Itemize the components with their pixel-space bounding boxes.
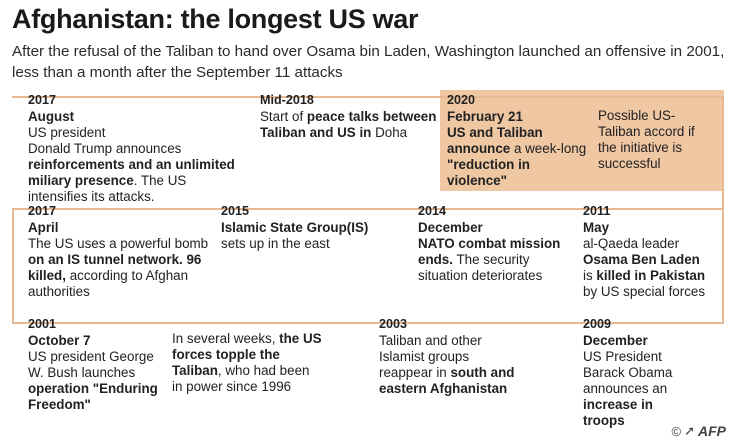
event-year: 2003 [379, 317, 408, 331]
event-text: Start of [260, 109, 307, 124]
event-year: 2001 [28, 317, 57, 331]
event-2001: 2001 October 7 US president George W. Bu… [28, 316, 163, 413]
afp-logo-icon: ➚ [684, 423, 695, 438]
timeline-line-right-lower [722, 96, 724, 324]
page-subtitle: After the refusal of the Taliban to hand… [12, 43, 725, 81]
event-text: The security situation deteriorates [418, 252, 543, 283]
afp-logo-text: AFP [698, 423, 726, 439]
event-heading: August [28, 109, 75, 124]
afp-credit: © ➚ AFP [672, 423, 727, 439]
timeline-line-left [12, 208, 14, 324]
event-heading: May [583, 220, 610, 235]
event-text: , who had been in power since 1996 [172, 363, 310, 394]
event-2017-august: 2017 August US president Donald Trump an… [28, 92, 243, 205]
event-2020: 2020 February 21 US and Taliban announce… [447, 92, 589, 189]
event-text: US president [28, 125, 106, 140]
event-2020-note: Possible US-Taliban accord if the initia… [598, 108, 695, 171]
event-2015: 2015 Islamic State Group(IS) sets up in … [221, 203, 401, 252]
event-text: In several weeks, [172, 331, 280, 346]
event-highlight: operation "Enduring Freedom" [28, 381, 158, 412]
event-heading: April [28, 220, 59, 235]
event-2001-note: In several weeks, the US forces topple t… [172, 331, 322, 395]
event-year: 2017 [28, 204, 57, 218]
event-heading: December [583, 333, 648, 348]
event-year: 2020 [447, 93, 476, 107]
event-text: Doha [371, 125, 408, 140]
event-text: by US special forces [583, 284, 706, 299]
event-2014: 2014 December NATO combat mission ends. … [418, 203, 563, 284]
event-year: 2011 [583, 204, 611, 218]
timeline-line-lower [12, 322, 724, 324]
event-text: US president George W. Bush launches [28, 349, 154, 380]
event-highlight: Osama Ben Laden [583, 252, 700, 267]
event-highlight: on an IS tunnel network. 96 killed, [28, 252, 202, 283]
event-2009: 2009 December US President Barack Obama … [583, 316, 688, 429]
event-highlight: killed in Pakistan [596, 268, 706, 283]
event-text: a week-long [510, 141, 587, 156]
event-highlight: peace talks between Taliban and US in [260, 109, 437, 140]
event-text: US President Barack Obama announces an [583, 349, 673, 396]
event-highlight: south and eastern Afghanistan [379, 365, 515, 396]
event-mid-2018: Mid-2018 Start of peace talks between Ta… [260, 92, 440, 141]
event-year: 2017 [28, 93, 57, 107]
event-text: sets up in the east [221, 236, 330, 251]
event-highlight: the US forces topple the Taliban [172, 331, 322, 378]
page-title: Afghanistan: the longest US war [12, 4, 419, 34]
event-highlight: "reduction in violence" [447, 157, 530, 188]
event-2003: 2003 Taliban and other Islamist groups r… [379, 316, 519, 397]
event-heading: February 21 [447, 109, 523, 124]
highlight-box-2020 [440, 90, 724, 191]
event-text: according to Afghan authorities [28, 268, 189, 299]
event-text: . The US intensifies its attacks. [28, 173, 187, 204]
event-year: 2009 [583, 317, 612, 331]
event-highlight: NATO combat mission ends. [418, 236, 561, 267]
event-heading: December [418, 220, 483, 235]
event-highlight: reinforcements and an unlimited miliary … [28, 157, 235, 188]
event-text: is [583, 268, 597, 283]
event-year: 2014 [418, 204, 447, 218]
event-year: Mid-2018 [260, 93, 314, 107]
event-heading: October 7 [28, 333, 91, 348]
event-highlight: Islamic State Group(IS) [221, 220, 369, 235]
event-text: al-Qaeda leader [583, 236, 680, 251]
copyright-symbol: © [671, 423, 682, 439]
event-2017-april: 2017 April The US uses a powerful bomb o… [28, 203, 213, 300]
event-highlight: increase in troops [583, 397, 653, 428]
timeline-line-middle [12, 208, 724, 210]
event-year: 2015 [221, 204, 250, 218]
event-2011: 2011 May al-Qaeda leader Osama Ben Laden… [583, 203, 713, 300]
event-text: Donald Trump announces [28, 141, 182, 156]
event-highlight: US and Taliban announce [447, 125, 543, 156]
event-text: The US uses a powerful bomb [28, 236, 209, 251]
timeline-line-top [12, 96, 724, 98]
event-text: Taliban and other Islamist groups reappe… [379, 333, 482, 380]
